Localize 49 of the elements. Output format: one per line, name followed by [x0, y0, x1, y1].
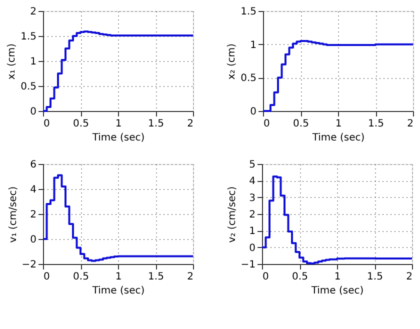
y-tick-label: 1 — [250, 40, 256, 51]
y-axis-title: x₁ (cm) — [6, 43, 18, 80]
x-tick-label: 0.5 — [73, 272, 89, 282]
y-tick-label: 2 — [249, 210, 256, 220]
y-tick-label: 6 — [30, 160, 36, 170]
x-tick-label: 0 — [264, 118, 270, 130]
y-tick-label: 1.5 — [240, 6, 256, 18]
y-tick-label: 0 — [249, 242, 256, 254]
y-tick-label: 2 — [30, 210, 36, 220]
x-tick-label: 0.5 — [293, 118, 309, 130]
x-tick-label: 2 — [407, 118, 414, 130]
y-tick-label: 3 — [249, 192, 256, 204]
x-tick-label: 1.5 — [148, 272, 164, 282]
y-tick-label: 0.5 — [20, 82, 36, 92]
x-tick-label: 1 — [334, 272, 341, 282]
x-tick-label: 0 — [262, 272, 269, 282]
y-tick-label: 4 — [30, 184, 36, 196]
x-tick-label: 2 — [187, 272, 194, 282]
y-tick-label: −2 — [22, 260, 36, 270]
y-tick-label: 4 — [249, 176, 256, 188]
x-tick-label: 2 — [187, 118, 194, 130]
x-tick-label: 0.5 — [292, 272, 308, 282]
y-tick-label: 1.5 — [20, 32, 36, 42]
y-tick-label: 0 — [30, 234, 36, 246]
x-tick-label: 1 — [115, 118, 122, 130]
y-tick-label: 2 — [30, 6, 36, 18]
y-tick-label: 1 — [249, 226, 256, 238]
y-axis-title: v₂ (cm/sec) — [226, 186, 238, 243]
x-axis-title: Time (sec) — [91, 286, 145, 296]
x-tick-label: 1 — [115, 272, 122, 282]
x-axis-title: Time (sec) — [310, 286, 364, 296]
x-tick-label: 1.5 — [148, 118, 164, 130]
y-tick-label: 5 — [249, 160, 256, 170]
x-axis-title: Time (sec) — [91, 132, 145, 144]
x-tick-label: 0 — [44, 272, 50, 282]
x-tick-label: 0.5 — [73, 118, 89, 130]
y-tick-label: 0.5 — [240, 73, 256, 84]
x-tick-label: 1.5 — [367, 272, 383, 282]
x-tick-label: 1 — [335, 118, 342, 130]
y-tick-label: 0 — [30, 106, 36, 118]
y-axis-title: x₂ (cm) — [226, 43, 238, 80]
y-axis-title: v₁ (cm/sec) — [8, 186, 19, 243]
x-tick-label: 1.5 — [368, 118, 384, 130]
y-tick-label: −1 — [240, 260, 256, 270]
y-tick-label: 0 — [250, 106, 256, 118]
y-tick-label: 1 — [30, 56, 36, 68]
x-tick-label: 0 — [44, 118, 50, 130]
x-tick-label: 2 — [406, 272, 412, 282]
x-axis-title: Time (sec) — [311, 132, 365, 144]
